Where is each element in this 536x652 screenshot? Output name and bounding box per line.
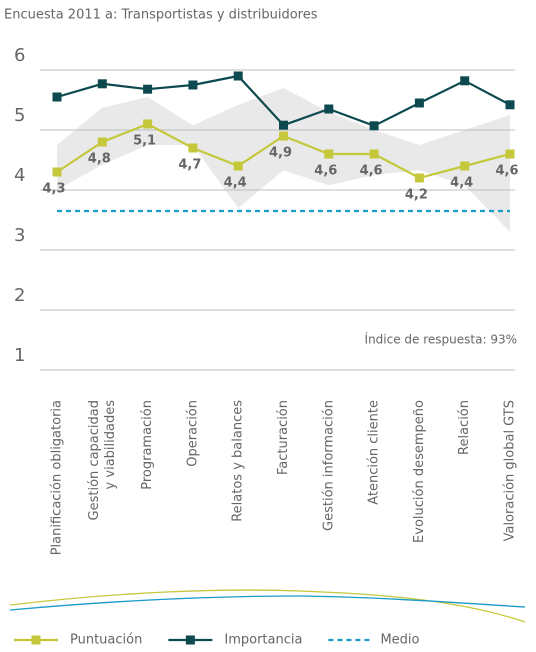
x-tick-label: Gestión información bbox=[321, 400, 336, 531]
marker bbox=[97, 79, 107, 89]
x-tick-label: Planificación obligatoria bbox=[50, 400, 65, 555]
x-tick-label: Operación bbox=[185, 400, 200, 467]
data-label: 4,4 bbox=[224, 176, 247, 191]
data-label: 4,6 bbox=[495, 164, 518, 179]
chart-title: Encuesta 2011 a: Transportistas y distri… bbox=[4, 8, 318, 23]
data-label: 4,6 bbox=[360, 164, 383, 179]
decor-curve bbox=[9, 589, 526, 623]
y-tick-label: 3 bbox=[14, 225, 25, 246]
legend-label: Importancia bbox=[224, 633, 302, 648]
marker bbox=[143, 119, 153, 129]
x-tick-label: Valoración global GTS bbox=[503, 400, 518, 541]
y-tick-label: 5 bbox=[14, 105, 25, 126]
marker bbox=[233, 71, 243, 81]
range-band bbox=[57, 88, 510, 232]
data-label: 4,6 bbox=[314, 164, 337, 179]
marker bbox=[97, 137, 107, 147]
marker bbox=[324, 149, 334, 159]
marker bbox=[414, 98, 424, 108]
legend-label: Medio bbox=[380, 633, 419, 648]
x-tick-label: Programación bbox=[140, 400, 155, 490]
marker bbox=[233, 161, 243, 171]
x-tick-label: Gestión capacidad bbox=[87, 400, 102, 520]
marker bbox=[52, 167, 62, 177]
marker bbox=[143, 84, 153, 94]
marker bbox=[188, 143, 198, 153]
data-label: 4,3 bbox=[42, 182, 65, 197]
y-tick-label: 4 bbox=[14, 165, 25, 186]
marker bbox=[188, 80, 198, 90]
data-label: 4,8 bbox=[88, 152, 111, 167]
marker bbox=[505, 149, 515, 159]
marker bbox=[460, 76, 470, 86]
decor-curve bbox=[9, 595, 526, 611]
y-tick-label: 6 bbox=[14, 45, 25, 66]
marker bbox=[414, 173, 424, 183]
y-tick-label: 2 bbox=[14, 285, 25, 306]
x-tick-label: Relatos y balances bbox=[231, 400, 246, 522]
x-tick-label: Atención cliente bbox=[367, 400, 382, 505]
data-label: 4,9 bbox=[269, 146, 292, 161]
marker bbox=[52, 92, 62, 102]
data-label: 4,7 bbox=[178, 158, 201, 173]
marker bbox=[279, 120, 288, 130]
annotation: Índice de respuesta: 93% bbox=[365, 332, 517, 347]
data-label: 4,4 bbox=[450, 176, 473, 191]
legend-marker bbox=[185, 635, 195, 645]
data-label: 5,1 bbox=[133, 134, 156, 149]
x-tick-label: Relación bbox=[457, 400, 472, 455]
data-label: 4,2 bbox=[405, 188, 428, 203]
x-tick-label: Facturación bbox=[276, 400, 291, 475]
marker bbox=[369, 149, 379, 159]
marker bbox=[279, 131, 288, 141]
x-tick-label: Evolución desempeño bbox=[412, 400, 427, 543]
x-tick-label: y viabilidades bbox=[103, 400, 118, 490]
marker bbox=[369, 121, 379, 131]
legend-label: Puntuación bbox=[70, 633, 142, 648]
marker bbox=[460, 161, 470, 171]
marker bbox=[505, 100, 515, 110]
marker bbox=[324, 104, 334, 114]
legend-marker bbox=[31, 635, 41, 645]
y-tick-label: 1 bbox=[14, 345, 25, 366]
